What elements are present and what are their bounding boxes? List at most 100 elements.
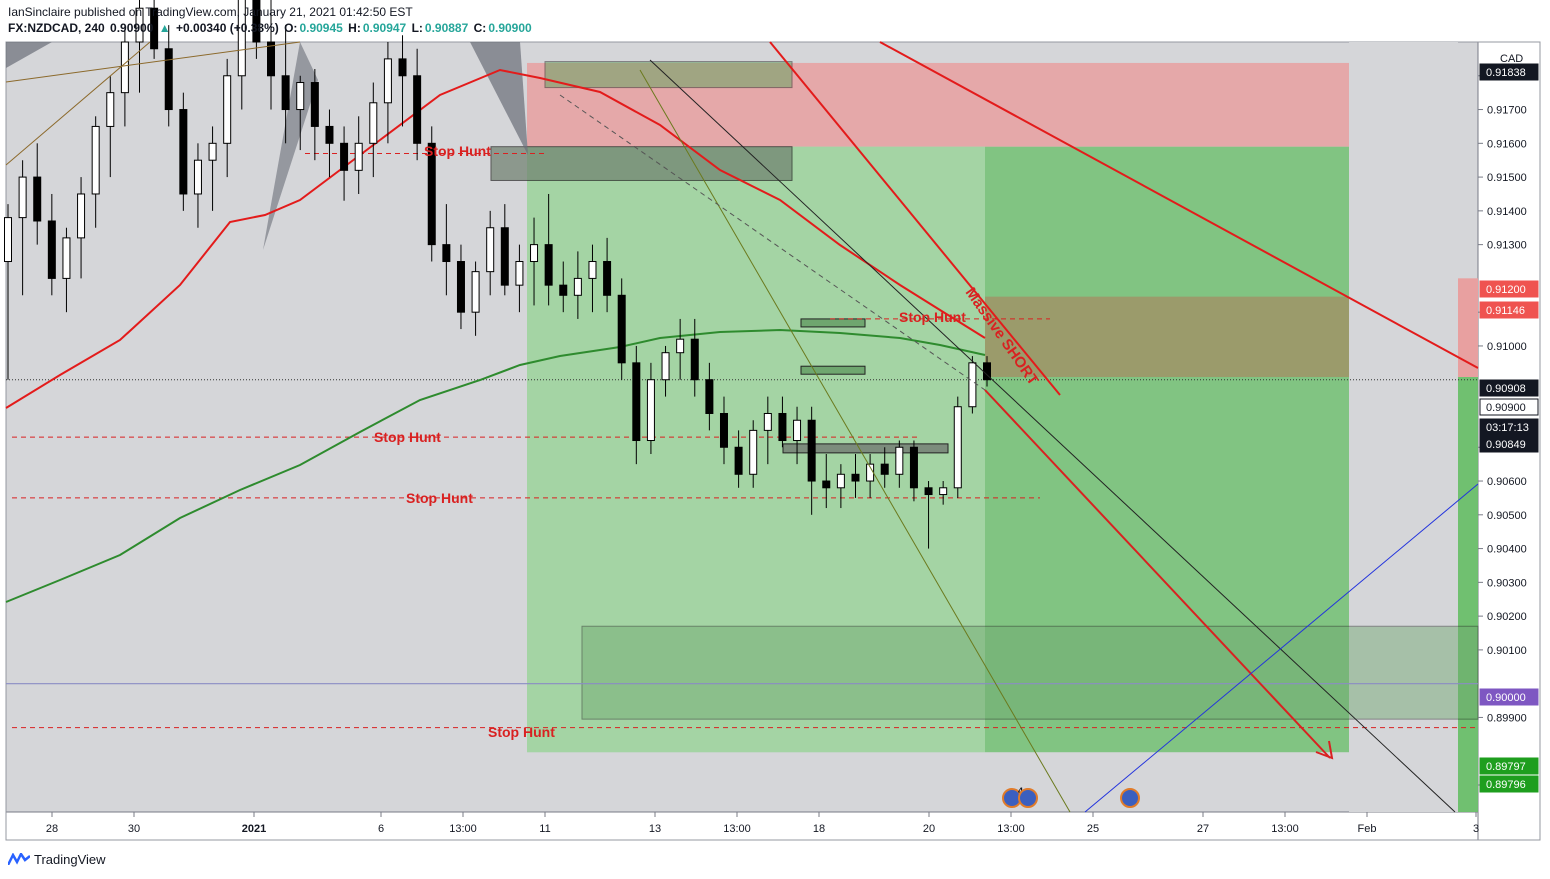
candle-body bbox=[676, 338, 685, 354]
supply-box-2 bbox=[490, 146, 793, 181]
candle-body bbox=[252, 0, 261, 43]
axis-target-shade-2 bbox=[1458, 377, 1478, 812]
time-tick-label: 11 bbox=[539, 823, 550, 835]
time-tick-label: 3 bbox=[1473, 823, 1479, 835]
candle-body bbox=[807, 419, 816, 482]
candle-body bbox=[763, 412, 772, 431]
stop-hunt-label: Stop Hunt bbox=[899, 309, 966, 325]
candle-body bbox=[968, 362, 977, 408]
ma-fast-line bbox=[5, 68, 986, 409]
economic-event-icon[interactable] bbox=[1018, 788, 1038, 808]
candle-body bbox=[456, 261, 465, 313]
close-value: 0.90900 bbox=[488, 21, 532, 35]
short-arrow-line bbox=[984, 389, 1331, 759]
axis-stop-shade-2 bbox=[1458, 278, 1478, 378]
tradingview-logo-icon bbox=[6, 851, 31, 868]
price-tick-label: 0.90200 bbox=[1487, 611, 1527, 623]
candle-body bbox=[880, 463, 889, 475]
stop-hunt-label: Stop Hunt bbox=[374, 429, 441, 445]
candle-body bbox=[530, 244, 539, 263]
small-box-3 bbox=[782, 443, 949, 454]
candle-body bbox=[603, 261, 612, 296]
candle-body bbox=[588, 261, 597, 279]
olive-trendline bbox=[639, 69, 1071, 813]
candle-body bbox=[296, 82, 305, 111]
candle-body bbox=[120, 41, 129, 94]
harmonic-pattern-1 bbox=[6, 42, 52, 68]
close-label: C: bbox=[473, 21, 487, 35]
candle-body bbox=[33, 176, 42, 222]
blue-trendline bbox=[1084, 483, 1479, 813]
candle-body bbox=[150, 7, 159, 50]
brown-trendline-1 bbox=[5, 41, 151, 166]
candle-body bbox=[646, 379, 655, 442]
economic-event-icon[interactable] bbox=[1120, 788, 1140, 808]
time-tick-label: 28 bbox=[46, 823, 58, 835]
time-axis[interactable]: 28 30 2021 6 13:00 11 13 13:00 18 20 13:00 25 27 13:0… bbox=[46, 812, 1479, 835]
price-tag-dark bbox=[1479, 435, 1539, 453]
time-tick-label: 13:00 bbox=[1271, 823, 1299, 835]
short-stop-zone bbox=[985, 296, 1349, 378]
price-tag-label: 0.89797 bbox=[1486, 761, 1526, 773]
symbol-label[interactable]: FX:NZDCAD, 240 bbox=[8, 21, 105, 35]
candle-body bbox=[822, 480, 831, 489]
candle-body bbox=[909, 446, 918, 489]
candle-body bbox=[734, 446, 743, 475]
candle-body bbox=[223, 75, 232, 144]
published-line: IanSinclaire published on TradingView.co… bbox=[8, 5, 413, 19]
candle-body bbox=[354, 142, 363, 171]
ma-slow-line bbox=[5, 328, 986, 603]
price-tag-purple bbox=[1479, 688, 1539, 706]
candle-body bbox=[193, 159, 202, 195]
price-tag-label: 0.91200 bbox=[1486, 284, 1526, 296]
candle-body bbox=[559, 284, 568, 296]
candle-body bbox=[719, 412, 728, 448]
stop-hunt-label: Stop Hunt bbox=[406, 490, 473, 506]
candle-body bbox=[62, 237, 71, 279]
event-badges[interactable]: 4 bbox=[1002, 786, 1140, 808]
time-tick-label: 2021 bbox=[242, 823, 266, 835]
footer[interactable]: TradingView bbox=[6, 851, 106, 868]
price-tag-label: 0.90908 bbox=[1486, 383, 1526, 395]
open-value: 0.90945 bbox=[299, 21, 343, 35]
candle-body bbox=[617, 294, 626, 364]
moving-averages-layer bbox=[5, 68, 986, 603]
time-tick-label: Feb bbox=[1358, 823, 1377, 835]
time-tick-label: 27 bbox=[1197, 823, 1209, 835]
price-tag-white bbox=[1479, 398, 1539, 416]
price-tick-label: 0.91700 bbox=[1487, 105, 1527, 117]
harmonic-pattern-2 bbox=[263, 42, 318, 250]
candle-body bbox=[267, 41, 276, 77]
price-axis[interactable]: 0.918000.917000.916000.915000.914000.913… bbox=[1478, 53, 1539, 793]
price-tick-label: 0.91400 bbox=[1487, 206, 1527, 218]
candle-body bbox=[340, 142, 349, 171]
red-trendline-1 bbox=[769, 41, 1061, 396]
candle-body bbox=[749, 429, 758, 475]
event-count-label: 4 bbox=[1018, 786, 1023, 796]
price-tick-label: 0.91300 bbox=[1487, 240, 1527, 252]
supply-box-1 bbox=[544, 61, 793, 89]
candle-body bbox=[895, 446, 904, 475]
candle-body bbox=[471, 271, 480, 313]
candle-body bbox=[237, 0, 246, 77]
harmonic-pattern-3 bbox=[470, 42, 528, 155]
candle-body bbox=[442, 244, 451, 263]
low-label: L: bbox=[411, 21, 423, 35]
price-tick-label: 0.90300 bbox=[1487, 577, 1527, 589]
time-tick-label: 6 bbox=[378, 823, 384, 835]
candle-body bbox=[632, 362, 641, 442]
candle-body bbox=[427, 142, 436, 246]
time-tick-label: 13 bbox=[649, 823, 661, 835]
candle-body bbox=[515, 261, 524, 286]
high-label: H: bbox=[348, 21, 361, 35]
candle-body bbox=[953, 406, 962, 489]
price-tag-green bbox=[1479, 757, 1539, 775]
demand-box bbox=[581, 625, 1479, 720]
price-tag-dark bbox=[1479, 63, 1539, 81]
time-tick-label: 30 bbox=[128, 823, 140, 835]
price-tag-red bbox=[1479, 301, 1539, 319]
candle-body bbox=[500, 227, 509, 286]
up-arrow-icon: ▲ bbox=[158, 21, 171, 35]
candle-body bbox=[851, 473, 860, 482]
